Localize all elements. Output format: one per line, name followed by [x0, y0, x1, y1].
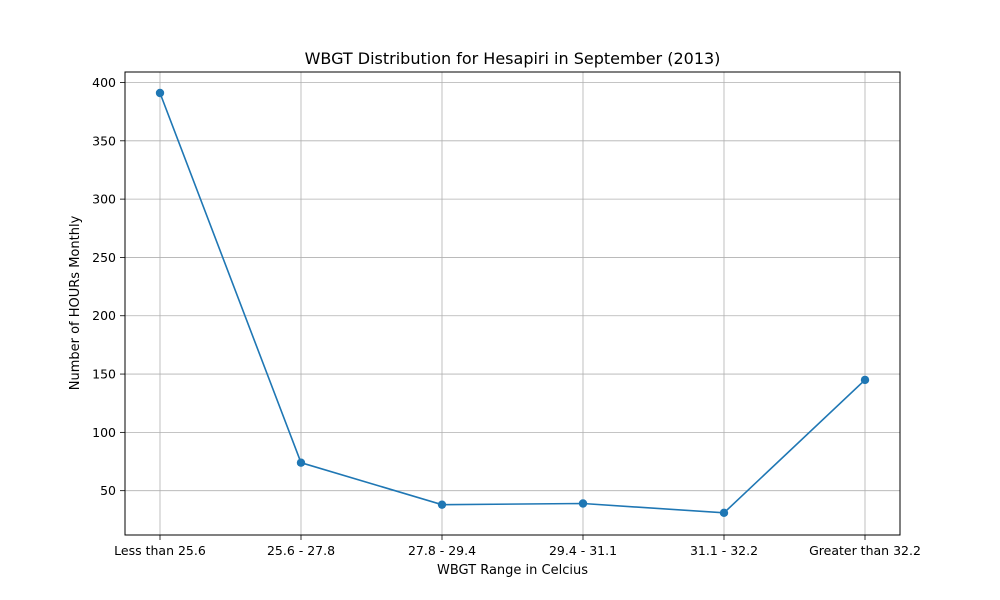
- data-point: [437, 500, 447, 509]
- data-point: [578, 499, 588, 508]
- series-line: [159, 92, 866, 514]
- y-tick-label: 100: [92, 425, 116, 440]
- y-tick-label: 300: [92, 192, 116, 207]
- x-tick-label: 29.4 - 31.1: [549, 543, 617, 558]
- x-tick-label: 31.1 - 32.2: [690, 543, 758, 558]
- data-point: [719, 508, 729, 518]
- y-tick-label: 250: [92, 250, 116, 265]
- y-tick-label: 400: [92, 75, 116, 90]
- y-tick-label: 150: [92, 367, 116, 382]
- plot-area-frame: [124, 71, 901, 536]
- y-tick-label: 50: [100, 483, 116, 498]
- y-tick-label: 350: [92, 133, 116, 148]
- data-series: [155, 88, 870, 518]
- chart-title: WBGT Distribution for Hesapiri in Septem…: [305, 49, 721, 68]
- y-axis-label: Number of HOURs Monthly: [68, 215, 83, 390]
- x-tick-label: Greater than 32.2: [809, 543, 921, 558]
- grid-lines: [125, 72, 900, 535]
- data-point: [155, 88, 165, 98]
- data-point: [296, 458, 306, 467]
- data-point: [860, 375, 870, 385]
- x-tick-label: 25.6 - 27.8: [267, 543, 335, 558]
- x-tick-label: Less than 25.6: [114, 543, 206, 558]
- x-tick-label: 27.8 - 29.4: [408, 543, 476, 558]
- axis-ticks: Less than 25.6 25.6 - 27.8 27.8 - 29.4 29.4…: [92, 75, 921, 558]
- y-tick-label: 200: [92, 308, 116, 323]
- x-axis-label: WBGT Range in Celcius: [437, 563, 588, 578]
